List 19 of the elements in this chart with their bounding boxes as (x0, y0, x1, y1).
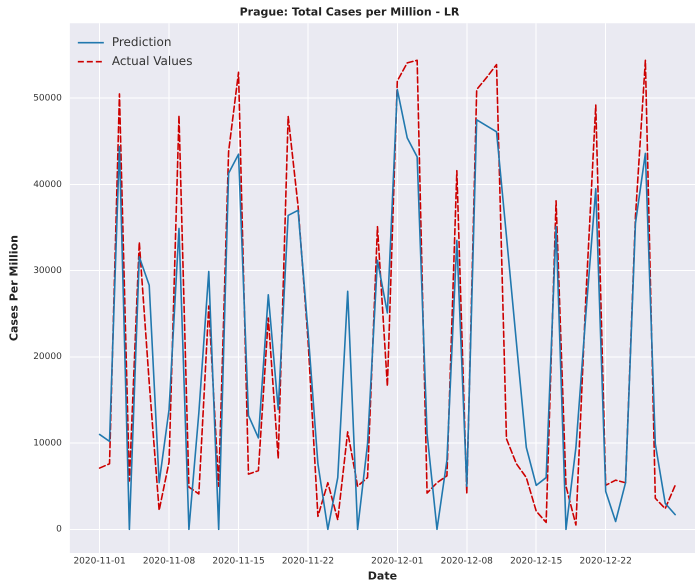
y-tick-label: 50000 (33, 94, 62, 104)
x-tick-label: 2020-11-01 (73, 556, 126, 567)
legend-label: Actual Values (112, 54, 192, 68)
x-tick-label: 2020-12-15 (510, 556, 562, 567)
y-tick-label: 30000 (33, 266, 62, 276)
x-tick-label: 2020-12-08 (440, 556, 494, 567)
chart-title: Prague: Total Cases per Million - LR (240, 5, 460, 18)
x-tick-label: 2020-12-01 (371, 556, 424, 567)
x-tick-label: 2020-11-22 (282, 556, 334, 567)
y-tick-label: 0 (56, 524, 62, 535)
x-tick-label: 2020-11-08 (142, 556, 196, 567)
y-axis-title: Cases Per Million (7, 235, 20, 342)
x-tick-label: 2020-12-22 (580, 556, 632, 567)
legend-label: Prediction (112, 34, 172, 49)
y-tick-label: 10000 (33, 438, 62, 448)
x-axis-title: Date (368, 569, 398, 582)
y-tick-label: 40000 (33, 180, 62, 190)
y-tick-label: 20000 (33, 352, 62, 362)
x-tick-label: 2020-11-15 (212, 556, 265, 567)
